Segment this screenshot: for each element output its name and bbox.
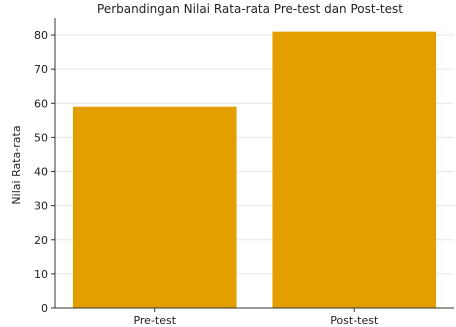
x-tick-label: Pre-test (133, 314, 176, 327)
y-tick-label: 0 (41, 302, 48, 315)
y-tick-label: 10 (34, 268, 48, 281)
y-tick-label: 50 (34, 131, 48, 144)
y-axis-ticks: 0 10 20 30 40 50 60 70 80 (34, 29, 55, 315)
bar-post-test (272, 31, 437, 308)
y-tick-label: 60 (34, 97, 48, 110)
y-tick-label: 80 (34, 29, 48, 42)
y-tick-label: 30 (34, 200, 48, 213)
bars-group (72, 31, 437, 309)
y-tick-label: 70 (34, 63, 48, 76)
y-tick-label: 40 (34, 166, 48, 179)
y-axis-label: Nilai Rata-rata (10, 125, 23, 204)
chart-title: Perbandingan Nilai Rata-rata Pre-test da… (97, 2, 403, 16)
y-tick-label: 20 (34, 234, 48, 247)
x-axis-ticks: Pre-test Post-test (133, 308, 379, 327)
x-tick-label: Post-test (330, 314, 379, 327)
bar-pre-test (72, 106, 237, 309)
